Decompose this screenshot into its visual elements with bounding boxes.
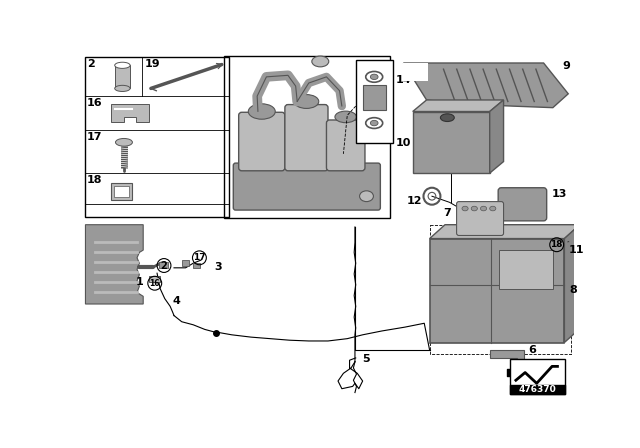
Text: 8: 8 [569, 285, 577, 295]
Polygon shape [403, 63, 428, 81]
FancyBboxPatch shape [326, 120, 365, 171]
Ellipse shape [440, 114, 454, 121]
Text: 15: 15 [474, 236, 490, 246]
FancyBboxPatch shape [234, 163, 380, 210]
Text: 17: 17 [193, 253, 205, 263]
FancyBboxPatch shape [456, 202, 504, 236]
Bar [499, 250, 553, 289]
FancyBboxPatch shape [239, 112, 285, 171]
Ellipse shape [371, 74, 378, 80]
Text: 6: 6 [528, 345, 536, 355]
Ellipse shape [115, 138, 132, 146]
Text: 476370: 476370 [518, 385, 556, 394]
Polygon shape [564, 225, 580, 343]
Bar [356, 60, 393, 143]
Text: 16: 16 [87, 99, 102, 108]
Text: 7: 7 [444, 208, 451, 218]
Polygon shape [429, 225, 580, 238]
Bar [224, 56, 390, 218]
Text: 5: 5 [363, 354, 371, 364]
Bar [193, 263, 200, 268]
Bar [114, 186, 129, 197]
FancyBboxPatch shape [498, 188, 547, 221]
Text: 2: 2 [87, 59, 95, 69]
Bar [363, 85, 386, 110]
Ellipse shape [462, 206, 468, 211]
Text: (18): (18) [566, 240, 570, 241]
Polygon shape [403, 63, 568, 108]
Text: 13: 13 [551, 189, 566, 198]
Bar [115, 65, 130, 88]
Text: 18: 18 [87, 176, 102, 185]
Text: 9: 9 [563, 61, 571, 72]
Text: 4: 4 [172, 296, 180, 306]
Text: 11: 11 [569, 245, 584, 255]
Text: 14: 14 [396, 75, 412, 85]
Ellipse shape [115, 62, 130, 69]
Ellipse shape [481, 206, 486, 211]
Ellipse shape [294, 95, 319, 108]
Ellipse shape [248, 104, 275, 119]
Bar [429, 238, 564, 343]
Ellipse shape [312, 56, 329, 67]
Bar [413, 112, 490, 173]
Text: 17: 17 [87, 132, 102, 142]
Text: 19: 19 [145, 59, 161, 69]
Polygon shape [490, 100, 504, 173]
Text: 10: 10 [396, 138, 411, 148]
Polygon shape [490, 350, 524, 373]
Text: 18: 18 [550, 240, 563, 249]
Bar [509, 359, 565, 394]
Ellipse shape [371, 121, 378, 126]
Polygon shape [413, 100, 504, 112]
Ellipse shape [115, 85, 130, 91]
Ellipse shape [471, 206, 477, 211]
Text: 1: 1 [136, 277, 143, 287]
Text: 16: 16 [150, 279, 160, 288]
Text: 3: 3 [214, 262, 221, 271]
Text: 12: 12 [406, 196, 422, 206]
Ellipse shape [335, 111, 356, 123]
Bar [159, 262, 168, 268]
Bar [182, 260, 189, 266]
Bar [149, 276, 160, 282]
Text: 2: 2 [161, 260, 168, 271]
Polygon shape [86, 225, 143, 304]
Bar [111, 183, 132, 200]
Ellipse shape [360, 191, 373, 202]
Polygon shape [111, 104, 149, 121]
FancyBboxPatch shape [285, 104, 328, 171]
Ellipse shape [490, 206, 496, 211]
Bar [84, 57, 230, 217]
